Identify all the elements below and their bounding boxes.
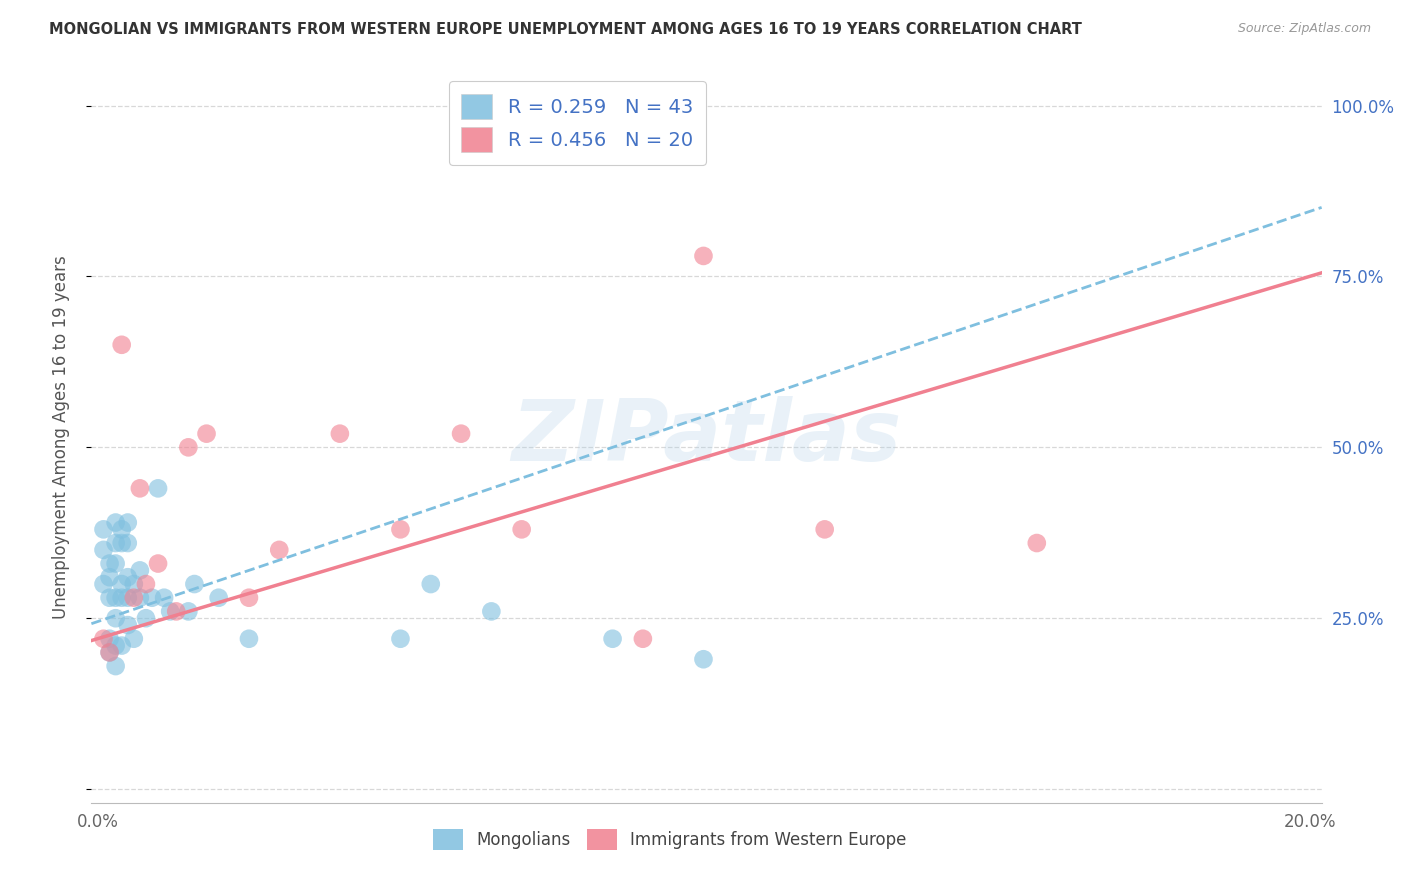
Point: [104, 659, 127, 673]
Point: [177, 440, 200, 454]
Y-axis label: Unemployment Among Ages 16 to 19 years: Unemployment Among Ages 16 to 19 years: [52, 255, 70, 619]
Point: [98, 632, 121, 646]
Point: [104, 611, 127, 625]
Point: [122, 577, 145, 591]
Point: [104, 536, 127, 550]
Point: [177, 604, 200, 618]
Point: [117, 516, 139, 530]
Point: [128, 591, 150, 605]
Point: [479, 604, 502, 618]
Text: Source: ZipAtlas.com: Source: ZipAtlas.com: [1237, 22, 1371, 36]
Point: [111, 536, 134, 550]
Point: [111, 591, 134, 605]
Point: [389, 632, 412, 646]
Point: [98, 570, 121, 584]
Point: [98, 645, 121, 659]
Point: [117, 591, 139, 605]
Point: [389, 522, 412, 536]
Point: [128, 563, 150, 577]
Point: [419, 577, 441, 591]
Point: [104, 639, 127, 653]
Point: [510, 522, 533, 536]
Point: [93, 522, 115, 536]
Point: [153, 591, 176, 605]
Point: [93, 577, 115, 591]
Point: [111, 577, 134, 591]
Point: [814, 522, 837, 536]
Point: [450, 426, 472, 441]
Point: [195, 426, 218, 441]
Point: [183, 577, 205, 591]
Point: [1025, 536, 1047, 550]
Point: [128, 481, 150, 495]
Point: [135, 577, 157, 591]
Point: [93, 542, 115, 557]
Point: [146, 481, 169, 495]
Point: [602, 632, 624, 646]
Point: [117, 536, 139, 550]
Point: [111, 639, 134, 653]
Point: [104, 557, 127, 571]
Point: [692, 652, 714, 666]
Text: MONGOLIAN VS IMMIGRANTS FROM WESTERN EUROPE UNEMPLOYMENT AMONG AGES 16 TO 19 YEA: MONGOLIAN VS IMMIGRANTS FROM WESTERN EUR…: [49, 22, 1083, 37]
Point: [117, 618, 139, 632]
Point: [135, 611, 157, 625]
Point: [269, 542, 291, 557]
Point: [98, 645, 121, 659]
Point: [238, 632, 260, 646]
Point: [146, 557, 169, 571]
Point: [122, 632, 145, 646]
Legend: Mongolians, Immigrants from Western Europe: Mongolians, Immigrants from Western Euro…: [426, 822, 914, 856]
Point: [208, 591, 231, 605]
Point: [111, 522, 134, 536]
Point: [104, 591, 127, 605]
Point: [159, 604, 181, 618]
Point: [104, 516, 127, 530]
Point: [329, 426, 352, 441]
Point: [631, 632, 654, 646]
Point: [98, 557, 121, 571]
Point: [692, 249, 714, 263]
Point: [98, 591, 121, 605]
Point: [117, 570, 139, 584]
Point: [122, 591, 145, 605]
Point: [141, 591, 163, 605]
Text: ZIPatlas: ZIPatlas: [512, 395, 901, 479]
Point: [165, 604, 187, 618]
Point: [93, 632, 115, 646]
Point: [111, 338, 134, 352]
Point: [238, 591, 260, 605]
